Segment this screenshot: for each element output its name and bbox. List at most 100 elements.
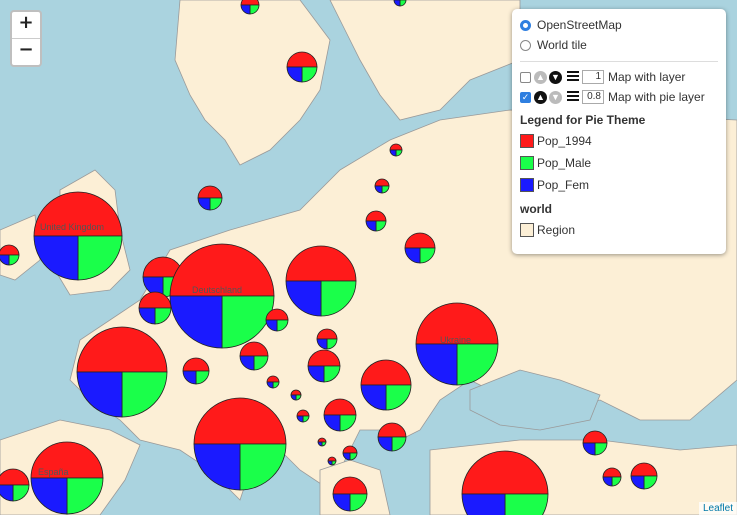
- pie-marker[interactable]: [374, 178, 390, 194]
- pie-marker[interactable]: [0, 244, 20, 266]
- pie-slice: [76, 326, 168, 373]
- legend-swatch: [520, 156, 534, 170]
- pie-marker[interactable]: [33, 191, 123, 281]
- pie-slice: [66, 477, 104, 515]
- move-up-icon[interactable]: ▲: [534, 90, 547, 104]
- pie-slice: [404, 232, 436, 249]
- pie-marker[interactable]: [316, 328, 338, 350]
- pie-marker[interactable]: [327, 456, 337, 466]
- opacity-input[interactable]: 0.8: [582, 90, 604, 104]
- pie-slice: [461, 450, 549, 495]
- world-legend-title: world: [520, 202, 552, 216]
- pie-slice: [169, 243, 275, 297]
- pie-slice: [182, 357, 210, 372]
- pie-marker[interactable]: [342, 445, 358, 461]
- pie-marker[interactable]: [0, 468, 30, 502]
- pie-marker[interactable]: [415, 302, 499, 386]
- pie-marker[interactable]: [461, 450, 549, 515]
- radio-icon[interactable]: [520, 39, 531, 51]
- pie-slice: [602, 476, 613, 487]
- pie-slice: [30, 477, 68, 515]
- pie-marker[interactable]: [332, 476, 368, 512]
- pie-marker[interactable]: [582, 430, 608, 456]
- pie-marker[interactable]: [285, 245, 357, 317]
- pie-marker[interactable]: [389, 143, 403, 157]
- pie-marker[interactable]: [323, 398, 357, 432]
- pie-slice: [0, 484, 14, 502]
- pie-slice: [0, 254, 10, 266]
- pie-slice: [630, 475, 645, 490]
- pie-marker[interactable]: [393, 0, 407, 7]
- list-icon[interactable]: [564, 91, 579, 103]
- pie-marker[interactable]: [317, 437, 327, 447]
- pie-marker[interactable]: [182, 357, 210, 385]
- pie-slice: [630, 462, 658, 477]
- overlay-checkbox[interactable]: ✓: [520, 91, 531, 103]
- radio-icon[interactable]: [520, 19, 531, 31]
- pie-slice: [121, 371, 168, 418]
- pie-marker[interactable]: [240, 0, 260, 15]
- pie-marker[interactable]: [239, 341, 269, 371]
- pie-slice: [266, 381, 274, 389]
- pie-slice: [266, 375, 280, 383]
- pie-slice: [393, 0, 401, 7]
- basemap-openstreetmap[interactable]: OpenStreetMap: [520, 15, 718, 35]
- pie-marker[interactable]: [290, 389, 302, 401]
- pie-slice: [285, 280, 322, 317]
- zoom-out-button[interactable]: −: [12, 38, 40, 65]
- pie-slice: [342, 452, 351, 461]
- pie-marker[interactable]: [404, 232, 436, 264]
- move-down-icon[interactable]: ▼: [549, 70, 562, 84]
- pie-marker[interactable]: [193, 397, 287, 491]
- pie-slice: [296, 415, 304, 423]
- legend-swatch: [520, 134, 534, 148]
- move-down-icon[interactable]: ▼: [549, 90, 562, 104]
- pie-slice: [239, 341, 269, 357]
- pie-slice: [582, 430, 608, 444]
- pie-marker[interactable]: [138, 291, 172, 325]
- overlay-checkbox[interactable]: [520, 71, 531, 83]
- pie-slice: [290, 394, 297, 401]
- attribution-link[interactable]: Leaflet: [698, 502, 737, 515]
- pie-slice: [377, 436, 393, 452]
- pie-marker[interactable]: [360, 359, 412, 411]
- pie-marker[interactable]: [169, 243, 275, 349]
- pie-marker[interactable]: [307, 349, 341, 383]
- pie-slice: [323, 398, 357, 416]
- pie-slice: [169, 295, 223, 349]
- pie-marker[interactable]: [76, 326, 168, 418]
- pie-marker[interactable]: [30, 441, 104, 515]
- pie-slice: [197, 197, 211, 211]
- pie-slice: [193, 443, 241, 491]
- pie-slice: [33, 191, 123, 237]
- pie-slice: [327, 460, 333, 466]
- pie-slice: [332, 493, 351, 512]
- legend-swatch: [520, 178, 534, 192]
- pie-slice: [307, 365, 325, 383]
- pie-slice: [389, 143, 403, 151]
- pie-slice: [317, 441, 323, 447]
- pie-slice: [138, 307, 156, 325]
- legend-swatch: [520, 223, 534, 237]
- pie-marker[interactable]: [286, 51, 318, 83]
- zoom-in-button[interactable]: +: [18, 12, 34, 33]
- pie-marker[interactable]: [265, 308, 289, 332]
- pie-marker[interactable]: [197, 185, 223, 211]
- pie-slice: [342, 445, 358, 454]
- pie-marker[interactable]: [377, 422, 407, 452]
- move-up-icon[interactable]: ▲: [534, 70, 547, 84]
- legend-title: Legend for Pie Theme: [520, 113, 646, 127]
- pie-marker[interactable]: [365, 210, 387, 232]
- list-icon[interactable]: [564, 71, 579, 83]
- opacity-input[interactable]: 1: [582, 70, 604, 84]
- pie-marker[interactable]: [296, 409, 310, 423]
- place-label: España: [38, 467, 69, 477]
- pie-slice: [415, 343, 458, 386]
- pie-marker[interactable]: [630, 462, 658, 490]
- legend-item-pop-1994: Pop_1994: [520, 130, 718, 152]
- pie-marker[interactable]: [266, 375, 280, 389]
- pie-slice: [365, 210, 387, 222]
- pie-slice: [415, 302, 499, 345]
- pie-marker[interactable]: [602, 467, 622, 487]
- basemap-world-tile[interactable]: World tile: [520, 35, 718, 55]
